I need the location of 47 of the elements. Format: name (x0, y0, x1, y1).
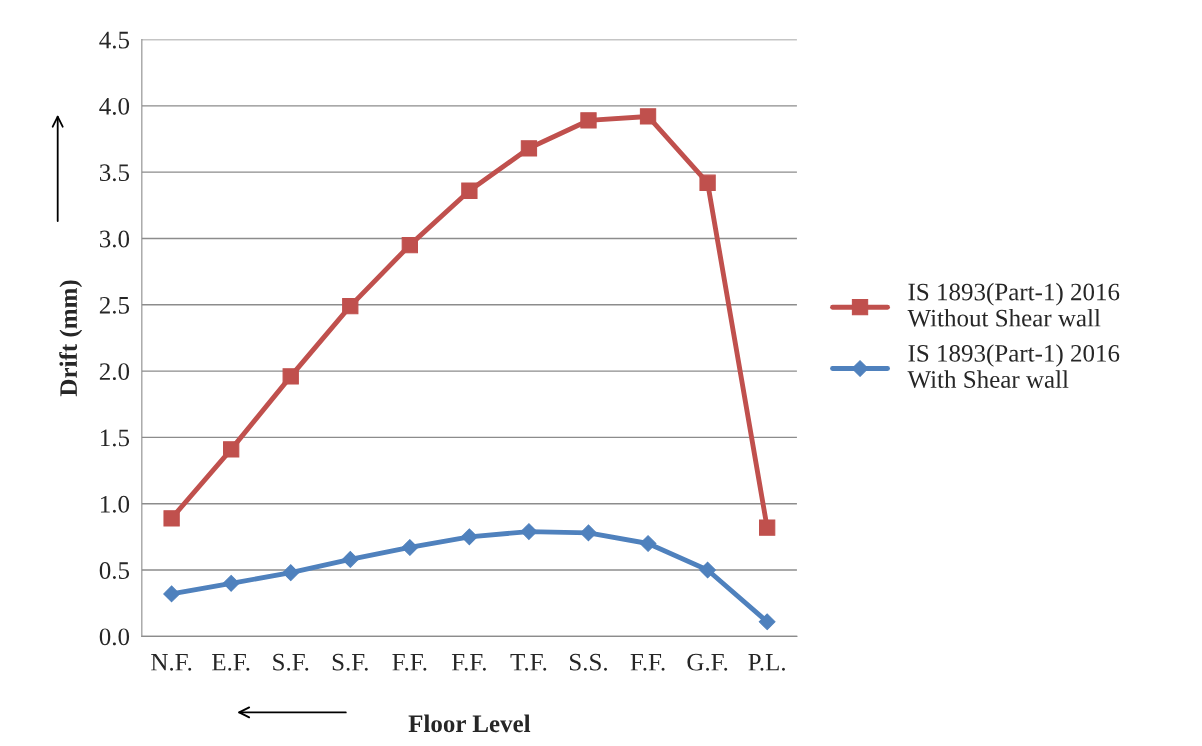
point (520, 140, 538, 157)
x-tick-label: S.S. (570, 653, 607, 671)
x-tick-label: N.F. (151, 653, 192, 671)
point (461, 182, 478, 199)
point (282, 564, 300, 582)
point (758, 519, 776, 536)
x-tick-label: P.L. (748, 653, 785, 671)
point (163, 585, 180, 603)
point (342, 297, 359, 315)
point (341, 551, 359, 568)
y-tick-label: 0.5 (99, 562, 130, 580)
point (639, 535, 657, 552)
point (699, 174, 716, 191)
legend-label: IS 1893(Part-1) 2016 With Shear wall (907, 344, 1120, 389)
point (401, 236, 418, 254)
x-tick-label: F.F. (451, 653, 486, 671)
y-tick-label: 3.5 (99, 164, 130, 182)
point (401, 539, 419, 556)
y-tick-label: 4.0 (99, 97, 130, 115)
y-tick-label: 1.0 (100, 495, 130, 513)
point (163, 510, 180, 527)
point (520, 523, 538, 540)
y-tick-label: 4.5 (99, 31, 130, 49)
y-axis-title: Drift (mm) (59, 280, 83, 397)
x-tick-label: E.F. (212, 653, 250, 671)
point (223, 441, 240, 458)
x-tick-label: T.F. (510, 653, 547, 671)
y-tick-label: 1.5 (100, 429, 130, 447)
point (580, 112, 597, 129)
point (282, 368, 299, 385)
legend-label: IS 1893(Part-1) 2016 Without Shear wall (907, 282, 1120, 327)
x-tick-label: S.F. (332, 653, 368, 671)
point (639, 108, 657, 125)
point (699, 561, 716, 579)
x-axis-title: Floor Level (408, 714, 531, 733)
x-tick-label: F.F. (630, 653, 665, 671)
y-tick-label: 2.0 (99, 363, 130, 381)
x-tick-label: F.F. (392, 653, 427, 671)
y-tick-label: 2.5 (99, 296, 130, 314)
y-tick-label: 0.0 (99, 628, 130, 646)
y-tick-label: 3.0 (99, 230, 130, 248)
x-tick-label: S.F. (273, 653, 309, 671)
x-tick-label: G.F. (687, 653, 728, 671)
point (758, 613, 776, 631)
point (461, 528, 478, 546)
point (580, 524, 597, 542)
point (222, 574, 240, 592)
